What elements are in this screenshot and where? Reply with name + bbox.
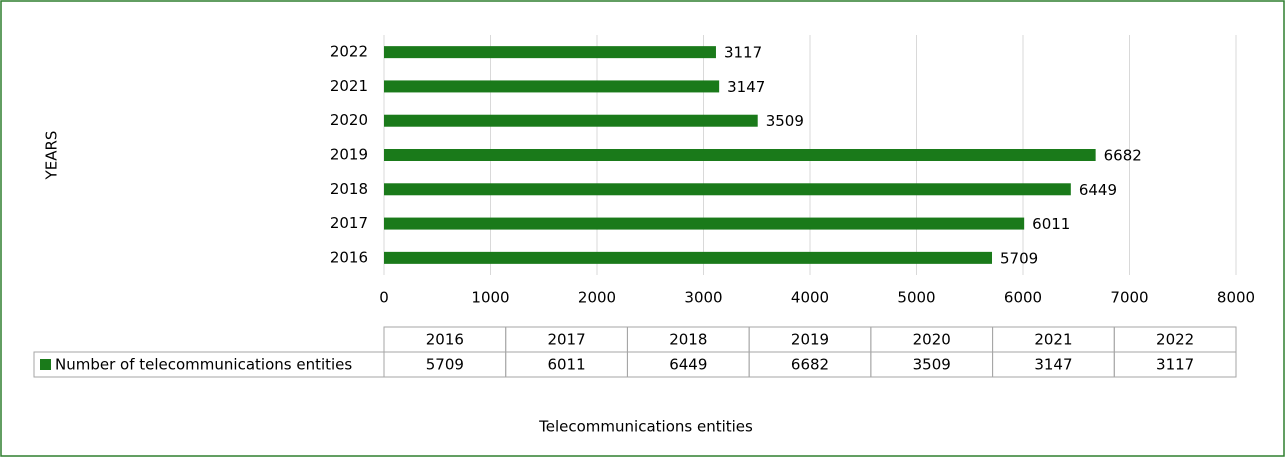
data-label: 6449 — [1079, 181, 1117, 199]
y-tick-label: 2019 — [330, 146, 368, 164]
table-header-label: 2019 — [791, 331, 829, 349]
bar — [384, 251, 993, 264]
y-tick-label: 2016 — [330, 248, 368, 266]
data-label: 6011 — [1032, 215, 1070, 233]
table-header-label: 2022 — [1156, 331, 1194, 349]
x-tick-label: 6000 — [1004, 289, 1042, 307]
y-tick-label: 2018 — [330, 180, 368, 198]
x-tick-label: 8000 — [1217, 289, 1255, 307]
table-value: 3509 — [913, 356, 951, 374]
table-header-label: 2020 — [913, 331, 951, 349]
x-tick-label: 7000 — [1110, 289, 1148, 307]
table-header-label: 2018 — [669, 331, 707, 349]
data-label: 3509 — [766, 112, 804, 130]
x-tick-label: 0 — [379, 289, 389, 307]
table-value: 6682 — [791, 356, 829, 374]
y-tick-label: 2020 — [330, 111, 368, 129]
x-tick-label: 1000 — [471, 289, 509, 307]
bar — [384, 183, 1071, 196]
x-tick-label: 4000 — [791, 289, 829, 307]
data-label: 6682 — [1104, 147, 1142, 165]
table-cell — [1113, 351, 1237, 378]
data-label: 3147 — [727, 78, 765, 96]
x-axis-label: Telecommunications entities — [538, 418, 753, 436]
table-value: 5709 — [426, 356, 464, 374]
table-header-label: 2017 — [547, 331, 585, 349]
table-value: 3117 — [1156, 356, 1194, 374]
table-header-label: 2021 — [1034, 331, 1072, 349]
y-tick-label: 2017 — [330, 214, 368, 232]
bar — [384, 80, 720, 93]
table-value: 3147 — [1034, 356, 1072, 374]
y-axis-label: YEARS — [43, 131, 61, 181]
bar — [384, 217, 1025, 230]
bar — [384, 46, 716, 59]
x-tick-label: 3000 — [684, 289, 722, 307]
legend-label: Number of telecommunications entities — [55, 356, 352, 374]
table-value: 6449 — [669, 356, 707, 374]
x-tick-label: 5000 — [897, 289, 935, 307]
data-label: 5709 — [1000, 249, 1038, 267]
bar — [384, 114, 758, 127]
x-tick-label: 2000 — [578, 289, 616, 307]
table-value: 6011 — [547, 356, 585, 374]
y-tick-label: 2022 — [330, 43, 368, 61]
table-header-label: 2016 — [426, 331, 464, 349]
y-tick-label: 2021 — [330, 77, 368, 95]
bar — [384, 149, 1096, 161]
data-label: 3117 — [724, 44, 762, 62]
legend-key — [40, 359, 51, 370]
